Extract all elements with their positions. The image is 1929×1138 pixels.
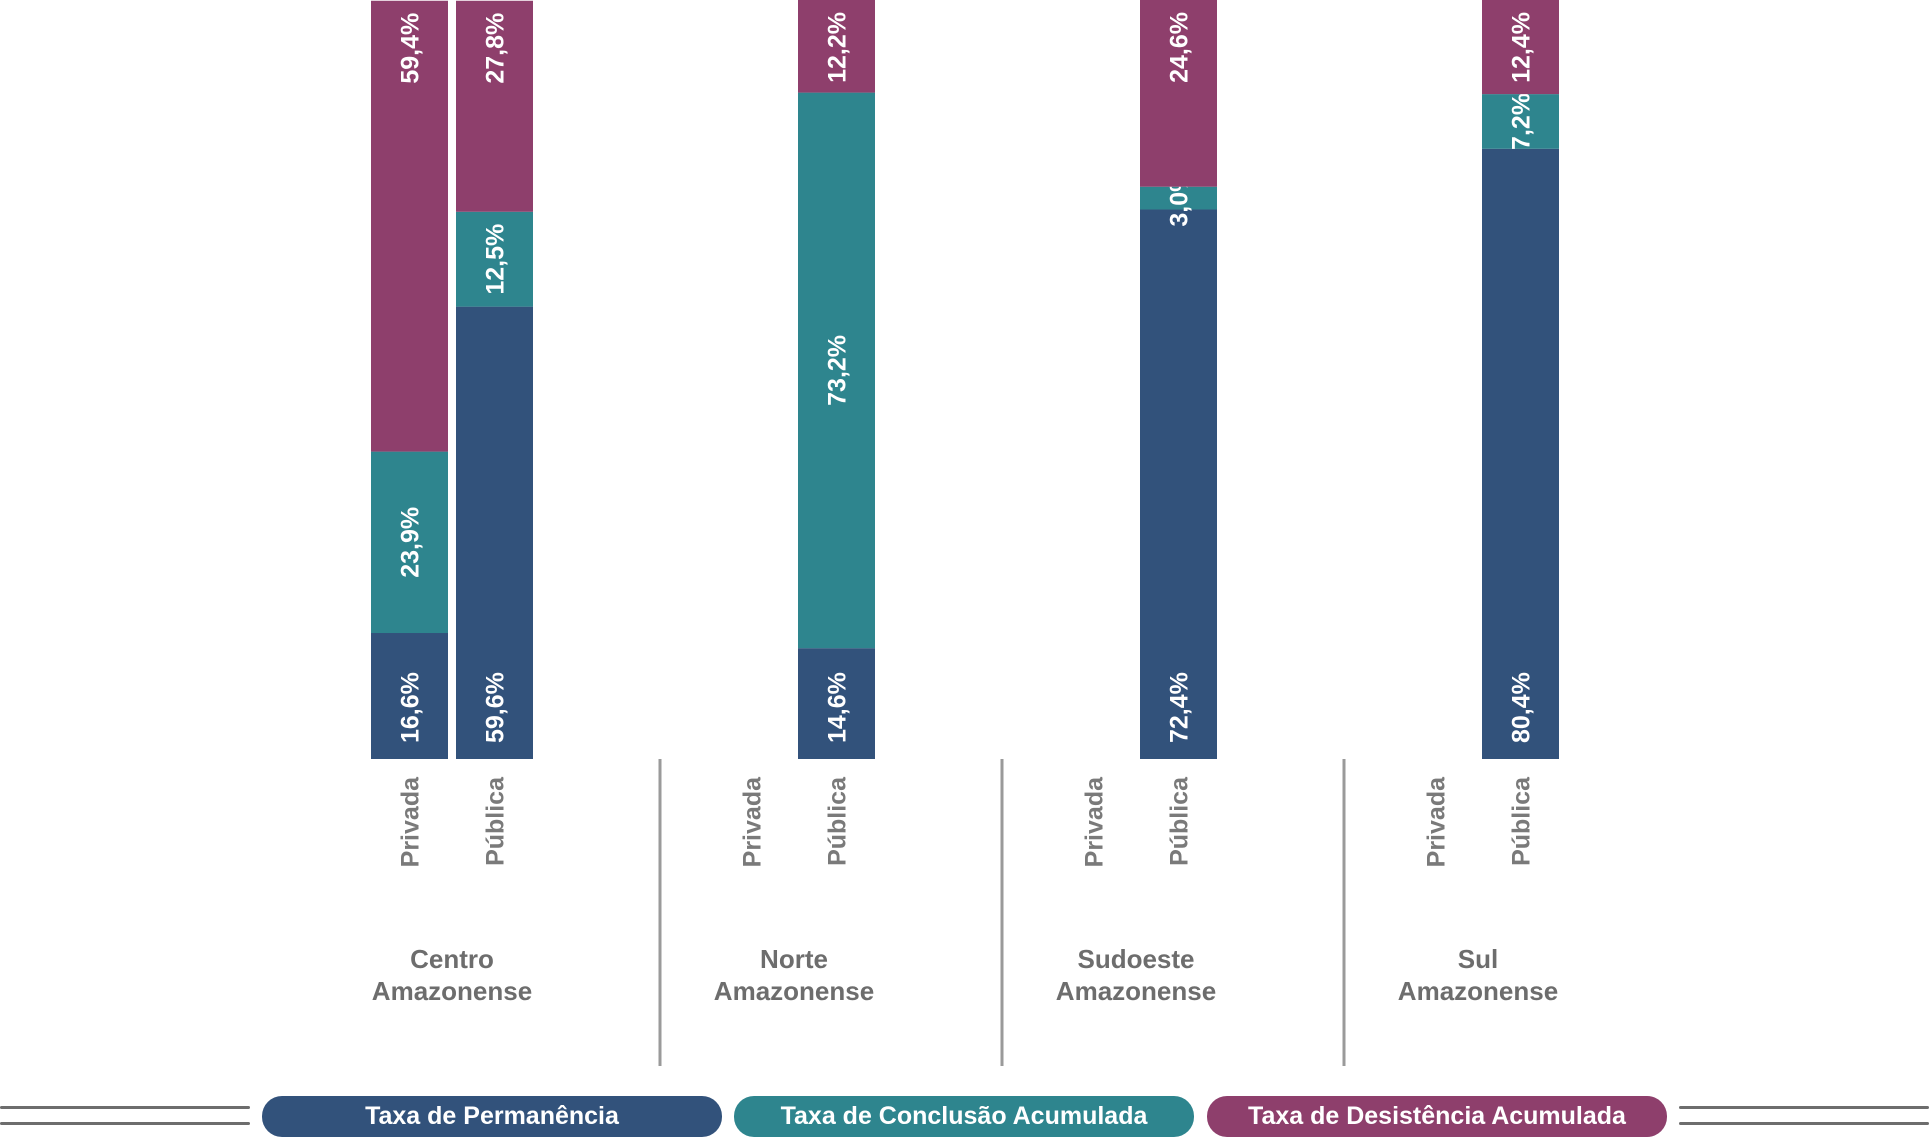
data-label: 12,5% [482, 224, 510, 295]
bar-segment [1140, 186, 1217, 210]
bar-segment [1140, 0, 1217, 187]
bar-segment [371, 0, 448, 452]
category-label: Pública [1508, 776, 1536, 866]
category-label: Privada [739, 776, 767, 867]
legend-item-permanencia: Taxa de Permanência [262, 1096, 722, 1137]
legend-line-right-top [1679, 1106, 1929, 1109]
bar-segment [371, 451, 448, 634]
data-label: 72,4% [1166, 672, 1194, 743]
category-label: Pública [482, 776, 510, 866]
group-label: Amazonense [1056, 976, 1216, 1006]
bar-segment [798, 92, 875, 649]
category-label: Pública [824, 776, 852, 866]
legend-item-desistencia: Taxa de Desistência Acumulada [1207, 1096, 1667, 1137]
legend-item-conclusao: Taxa de Conclusão Acumulada [734, 1096, 1194, 1137]
category-label: Pública [1166, 776, 1194, 866]
bar-segment [1140, 209, 1217, 759]
data-label: 27,8% [482, 13, 510, 84]
legend-line-left-top [0, 1106, 250, 1109]
stacked-bar-chart: 16,6% 23,9% 59,4% Privada 59,6% 12,5% 27,8% Púb… [371, 0, 1559, 1066]
group-label: Sudoeste [1077, 944, 1194, 974]
category-label: Privada [1081, 776, 1109, 867]
legend-line-right-bottom [1679, 1122, 1929, 1125]
data-label: 59,4% [397, 13, 425, 84]
data-label: 24,6% [1166, 12, 1194, 83]
data-label: 23,9% [397, 507, 425, 578]
group-label: Amazonense [372, 976, 532, 1006]
legend-line-left-bottom [0, 1122, 250, 1125]
bar-segment [371, 633, 448, 759]
data-label: 14,6% [824, 672, 852, 743]
bar-segment [456, 211, 533, 307]
bar-segment [798, 0, 875, 93]
data-label: 80,4% [1508, 672, 1536, 743]
group-label: Centro [410, 944, 494, 974]
bar-segment [1482, 0, 1559, 95]
group-label: Sul [1458, 944, 1498, 974]
bar-segment [456, 0, 533, 212]
category-label: Privada [397, 776, 425, 867]
data-label: 73,2% [824, 335, 852, 406]
bar-segment [1482, 148, 1559, 759]
data-label: 16,6% [397, 672, 425, 743]
bar-segment [456, 306, 533, 759]
data-label: 59,6% [482, 672, 510, 743]
bar-segment [798, 648, 875, 759]
group-label: Amazonense [1398, 976, 1558, 1006]
group-label: Amazonense [714, 976, 874, 1006]
bar-segment [1482, 94, 1559, 149]
category-label: Privada [1423, 776, 1451, 867]
data-label: 12,2% [824, 12, 852, 83]
data-label: 7,2% [1508, 93, 1536, 150]
data-label: 12,4% [1508, 12, 1536, 83]
group-label: Norte [760, 944, 828, 974]
